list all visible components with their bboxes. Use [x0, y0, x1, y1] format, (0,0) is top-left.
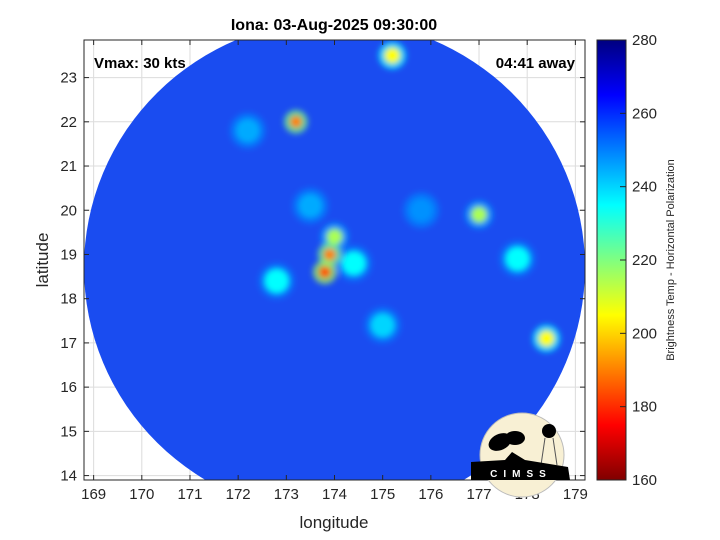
y-tick-label: 14 [60, 468, 77, 485]
x-tick-label: 179 [563, 486, 588, 503]
x-tick-label: 171 [177, 486, 202, 503]
y-axis-label: latitude [33, 233, 52, 288]
feature-cell [235, 118, 260, 143]
feature-cell [298, 193, 323, 218]
vmax-annotation: Vmax: 30 kts [94, 55, 186, 72]
x-axis-label: longitude [299, 513, 368, 532]
feature-cell [318, 266, 331, 279]
colorbar-tick-label: 200 [632, 325, 657, 342]
colorbar-tick-label: 260 [632, 105, 657, 122]
feature-cell [471, 206, 488, 223]
x-tick-label: 169 [81, 486, 106, 503]
colorbar-tick-label: 160 [632, 472, 657, 489]
cimss-logo: CIMSS [471, 412, 570, 498]
logo-text: CIMSS [490, 469, 552, 480]
feature-cell [370, 313, 395, 338]
x-tick-label: 174 [322, 486, 347, 503]
colorbar-label: Brightness Temp - Horizontal Polarizatio… [665, 159, 677, 361]
y-tick-label: 23 [60, 70, 77, 87]
y-tick-label: 16 [60, 379, 77, 396]
feature-cell [538, 330, 555, 347]
feature-cell [384, 47, 401, 64]
feature-cell [289, 115, 302, 128]
y-tick-label: 18 [60, 291, 77, 308]
feature-cell [323, 248, 336, 261]
chart-title: Iona: 03-Aug-2025 09:30:00 [231, 17, 437, 34]
colorbar-tick-label: 220 [632, 252, 657, 269]
feature-cell [326, 228, 343, 245]
y-tick-label: 22 [60, 114, 77, 131]
feature-cell [264, 269, 289, 294]
y-tick-label: 20 [60, 202, 77, 219]
x-tick-label: 172 [226, 486, 251, 503]
feature-cell [505, 246, 530, 271]
x-tick-label: 170 [129, 486, 154, 503]
feature-cell [341, 251, 366, 276]
y-tick-label: 17 [60, 335, 77, 352]
y-tick-label: 19 [60, 246, 77, 263]
colorbar-tick-label: 280 [632, 32, 657, 49]
x-tick-label: 177 [467, 486, 492, 503]
y-tick-label: 21 [60, 158, 77, 175]
feature-cell [409, 198, 434, 223]
x-tick-label: 173 [274, 486, 299, 503]
x-tick-label: 176 [418, 486, 443, 503]
time-offset-annotation: 04:41 away [496, 55, 576, 72]
colorbar-tick-label: 240 [632, 179, 657, 196]
x-tick-label: 175 [370, 486, 395, 503]
colorbar-tick-label: 180 [632, 399, 657, 416]
y-tick-label: 15 [60, 423, 77, 440]
